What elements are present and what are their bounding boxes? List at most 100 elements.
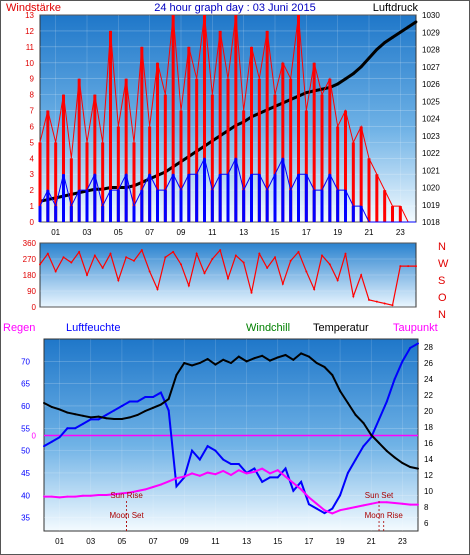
astro-annotations: Sun Rise Moon Set Sun Set Moon Rise — [109, 491, 403, 531]
wind-direction-point — [234, 254, 237, 257]
temperatur-point — [346, 402, 349, 404]
annotation-label: Moon Rise — [365, 511, 404, 520]
temperatur-tick-label: 14 — [424, 455, 433, 464]
x-tick-label: 11 — [208, 228, 217, 237]
luftfeuchte-point — [198, 458, 201, 461]
x-tick-label: 11 — [211, 537, 220, 546]
luftfeuchte-point — [50, 440, 53, 443]
taupunkt-point — [385, 501, 388, 504]
temperatur-point — [81, 414, 84, 417]
x-tick-label: 23 — [398, 537, 407, 546]
luftfeuchte-point — [346, 471, 349, 474]
temperatur-point — [261, 354, 264, 357]
luftfeuchte-point — [292, 489, 295, 492]
wind-direction-point — [140, 249, 143, 252]
wind-direction-point — [54, 270, 57, 273]
temperatur-point — [206, 358, 209, 360]
annotation-label: Moon Set — [109, 511, 144, 520]
luftfeuchte-point — [222, 458, 225, 461]
luftfeuchte-ticks: 35 40 45 50 55 60 65 70 0 — [21, 357, 36, 522]
luftfeuchte-point — [120, 404, 123, 407]
windstaerke-label: Windstärke — [6, 2, 61, 14]
wind-direction-point — [180, 263, 182, 266]
luftfeuchte-point — [175, 485, 178, 488]
luftfeuchte-tick-label: 65 — [21, 380, 30, 389]
temperatur-point — [43, 402, 45, 404]
x-tick-label: 15 — [271, 228, 280, 237]
x-tick-label: 13 — [242, 537, 251, 546]
chart-title: 24 hour graph day : 03 Juni 2015 — [154, 2, 315, 14]
taupunkt-point — [105, 494, 108, 496]
wind-direction-point — [227, 277, 229, 280]
luftfeuchte-point — [393, 378, 396, 381]
regen-label: Regen — [3, 322, 35, 334]
temperatur-tick-label: 18 — [424, 423, 433, 432]
wind-direction-point — [195, 252, 198, 255]
x-tick-label: 13 — [239, 228, 248, 237]
degree-tick-label: 180 — [23, 271, 37, 280]
temperatur-point — [97, 415, 100, 418]
temperatur-point — [315, 362, 318, 364]
taupunkt-point — [409, 503, 412, 506]
luftfeuchte-point — [401, 360, 404, 363]
wind-direction-grid — [40, 242, 416, 308]
annotation-label: Sun Set — [365, 491, 394, 500]
wind-direction-point — [274, 256, 276, 259]
wind-direction-point — [305, 270, 308, 273]
windstaerke-tick-label: 4 — [30, 154, 35, 163]
temperatur-point — [300, 352, 303, 355]
wind-direction-point — [297, 250, 300, 253]
temperatur-tick-label: 6 — [424, 519, 429, 528]
luftfeuchte-point — [385, 400, 388, 403]
luftfeuchte-point — [214, 449, 217, 452]
luftfeuchte-point — [268, 476, 271, 479]
windstaerke-tick-label: 10 — [25, 59, 34, 68]
temperatur-point — [50, 406, 53, 408]
luftfeuchte-point — [284, 467, 287, 470]
luftdruck-point — [336, 82, 340, 86]
luftdruck-point — [367, 56, 371, 60]
luftdruck-tick-label: 1018 — [422, 218, 440, 227]
wind-direction-point — [321, 254, 323, 257]
taupunkt-point — [331, 512, 334, 515]
wind-direction-point — [109, 252, 112, 255]
x-tick-label: 07 — [145, 228, 154, 237]
temperatur-point — [222, 358, 225, 361]
taupunkt-point — [300, 488, 303, 491]
x-tick-label: 01 — [51, 228, 60, 237]
wind-direction-point — [415, 265, 417, 268]
wind-direction-point — [313, 288, 316, 291]
taupunkt-point — [206, 471, 209, 474]
luftdruck-tick-label: 1024 — [422, 115, 440, 124]
taupunkt-point — [97, 494, 100, 496]
temperatur-point — [385, 450, 388, 452]
compass-label: N — [438, 241, 446, 253]
taupunkt-point — [183, 475, 186, 478]
luftfeuchte-point — [43, 445, 45, 448]
luftdruck-tick-label: 1026 — [422, 80, 440, 89]
wind-direction-point — [203, 272, 206, 275]
wind-pressure-series — [38, 14, 418, 223]
wind-direction-point — [211, 258, 214, 260]
temperatur-point — [307, 355, 310, 358]
regen-tick-label: 0 — [32, 431, 37, 440]
x-tick-label: 17 — [302, 228, 311, 237]
luftdruck-tick-label: 1019 — [422, 201, 440, 210]
luftfeuchte-tick-label: 35 — [21, 514, 30, 523]
luftfeuchte-point — [167, 409, 170, 412]
luftfeuchte-point — [409, 346, 412, 349]
luftdruck-point — [383, 41, 387, 44]
luftfeuchte-point — [417, 342, 419, 345]
compass-label: N — [438, 309, 446, 321]
taupunkt-point — [50, 495, 53, 498]
luftfeuchte-point — [237, 463, 240, 466]
x-tick-label: 21 — [365, 228, 374, 237]
wind-direction-point — [399, 265, 402, 268]
luftfeuchte-point — [66, 427, 69, 430]
compass-label: W — [438, 258, 449, 270]
luftfeuchte-point — [378, 418, 381, 421]
luftfeuchte-point — [74, 427, 77, 430]
luftdruck-tick-label: 1025 — [422, 97, 440, 106]
taupunkt-point — [128, 491, 131, 494]
